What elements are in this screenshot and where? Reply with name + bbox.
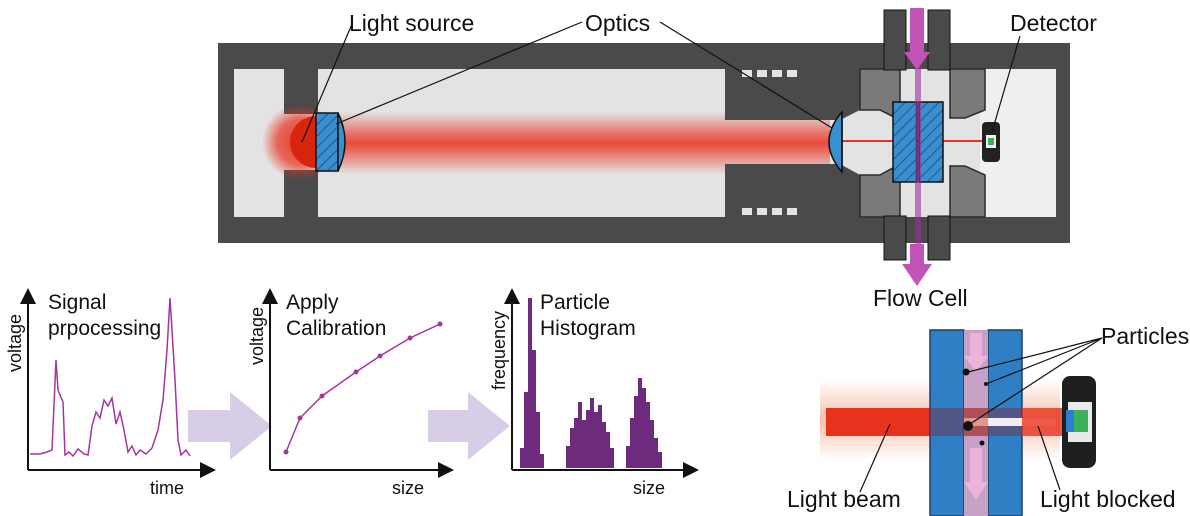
flow-cell-label: Flow Cell [873,285,968,311]
signal-title-1: Signal [48,291,106,314]
calibration-plot: Apply Calibration voltage size [247,288,454,498]
histogram-ylabel: frequency [489,311,509,390]
histogram-xlabel: size [633,478,665,498]
flow-arrow-1 [188,392,272,460]
detail-beam-gap [964,418,1056,426]
signal-title-2: prpocessing [48,317,161,340]
light-source-label: Light source [349,10,474,36]
calibration-xlabel: size [392,478,424,498]
optics-label: Optics [585,10,650,36]
light-blocked-label: Light blocked [1040,486,1176,512]
calibration-curve [285,323,441,453]
detector-icon [982,122,1000,162]
particles-leader-3 [969,337,1103,425]
particles-leader-2 [985,337,1103,385]
detail-view [820,329,1103,516]
signal-trace [30,297,191,458]
detail-detector-icon [1062,376,1096,468]
calibration-title-2: Calibration [286,317,386,340]
calibration-title-1: Apply [286,291,339,314]
optics-mount [725,69,860,217]
calibration-ylabel: voltage [247,307,267,365]
flow-arrow-2 [428,392,510,460]
light-beam-leader [859,423,891,493]
detail-beam [826,408,934,436]
calibration-points [283,321,443,455]
light-source-leader [301,23,353,143]
particles-leader-1 [967,337,1103,373]
histogram-bars [520,298,662,468]
histogram-plot: Particle Histogram frequency size [489,288,699,498]
light-beam-label: Light beam [787,486,901,512]
optics-leader-left [335,21,583,125]
histogram-title-1: Particle [540,291,610,314]
focusing-lens [828,109,843,175]
particles-label: Particles [1101,323,1189,349]
collimating-lens [315,112,346,172]
optics-leader-right [659,21,833,129]
laser-beam [330,112,985,174]
detector-leader [991,35,1021,133]
signal-ylabel: voltage [5,314,25,372]
flow-cell-block [859,9,986,261]
detail-flow-arrows [964,333,988,500]
light-blocked-leader [1037,425,1061,491]
detector-label: Detector [1010,10,1097,36]
signal-plot: Signal prpocessing voltage time [5,288,216,498]
histogram-title-2: Histogram [540,317,636,340]
signal-xlabel: time [150,478,184,498]
flow-arrow [902,8,932,286]
